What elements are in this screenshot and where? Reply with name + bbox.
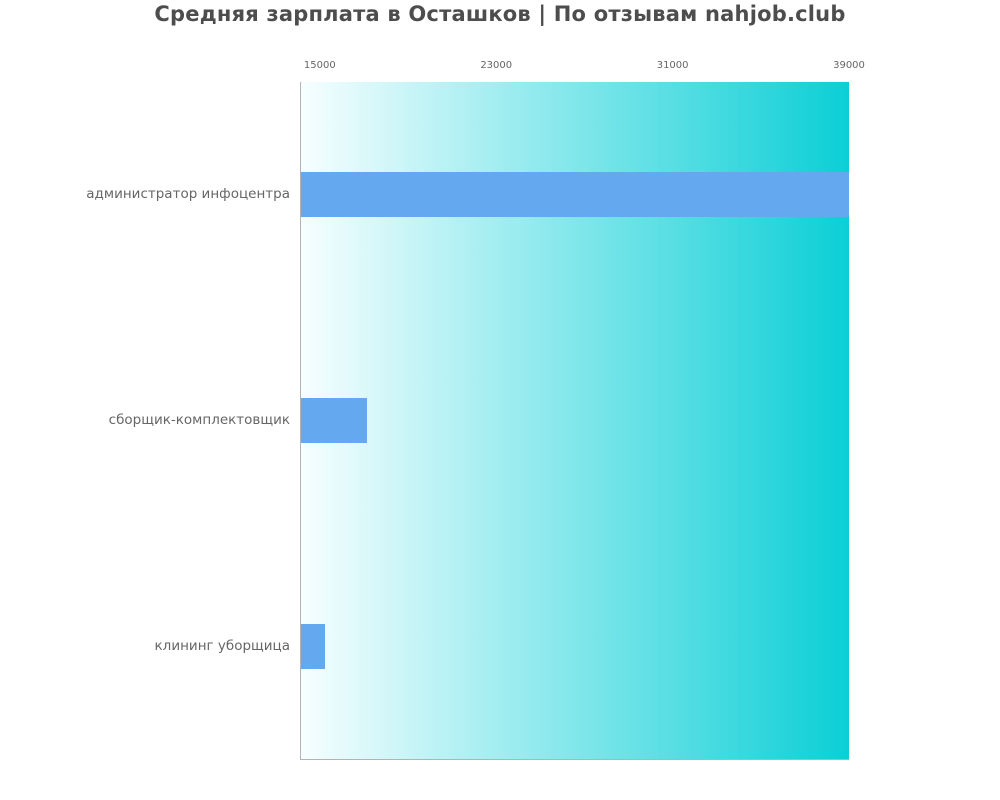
bar-1 [301,398,368,443]
x-tick-label-0: 15000 [303,60,336,71]
x-tick-label-3: 39000 [833,60,865,71]
y-category-label-1: сборщик-комплектовщик [108,412,290,428]
x-tick-label-1: 23000 [480,60,513,71]
x-axis-ticks: 15000 23000 31000 39000 [300,60,865,76]
x-tick-label-2: 31000 [656,60,689,71]
y-axis-labels: администратор инфоцентра сборщик-комплект… [0,82,290,760]
bar-2 [301,623,326,669]
y-category-label-0: администратор инфоцентра [86,185,290,202]
bar-0 [301,172,849,218]
y-category-label-2: клининг уборщица [154,638,290,654]
chart-title: Средняя зарплата в Осташков | По отзывам… [154,2,846,26]
plot-area [300,82,849,760]
